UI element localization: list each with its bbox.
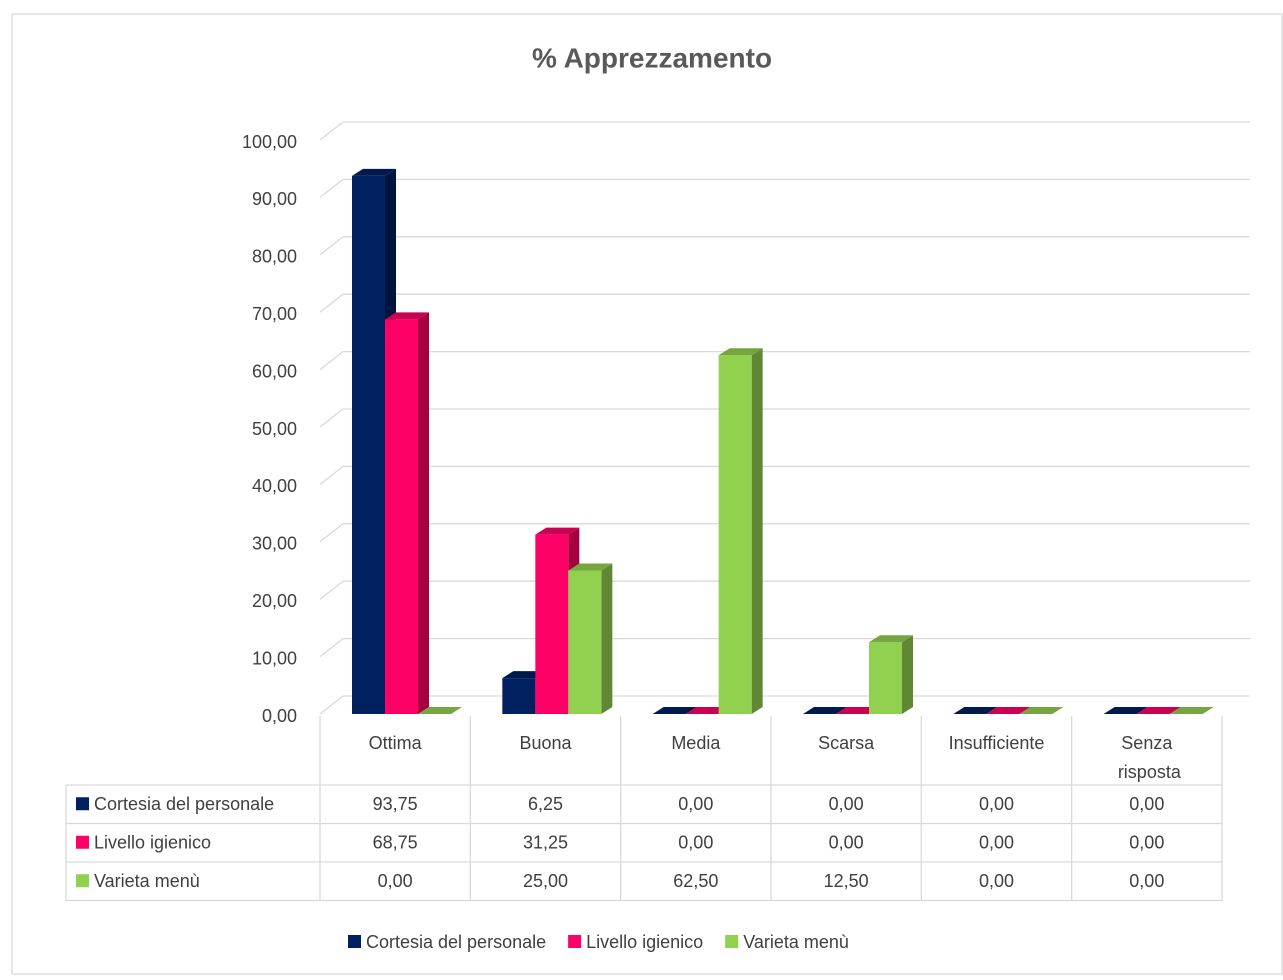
bar-side bbox=[751, 348, 763, 714]
y-tick-label: 40,00 bbox=[252, 476, 297, 496]
bar-top bbox=[652, 707, 697, 714]
legend-label: Cortesia del personale bbox=[366, 932, 546, 952]
grid-line-side bbox=[319, 236, 344, 256]
table-value: 68,75 bbox=[373, 833, 418, 853]
bar bbox=[535, 534, 569, 714]
bar-top bbox=[718, 348, 763, 356]
y-tick-label: 50,00 bbox=[252, 419, 297, 439]
legend-key bbox=[76, 797, 89, 811]
bar-top bbox=[418, 707, 462, 714]
table-value: 0,00 bbox=[979, 833, 1014, 853]
table-value: 0,00 bbox=[979, 794, 1014, 814]
table-value: 0,00 bbox=[678, 794, 713, 814]
grid-line-side bbox=[319, 695, 344, 715]
bar-top bbox=[869, 635, 913, 643]
table-value: 0,00 bbox=[979, 871, 1014, 891]
series-label: Livello igienico bbox=[94, 833, 211, 853]
bar-side bbox=[902, 635, 913, 714]
grid-line-side bbox=[319, 523, 344, 543]
y-tick-label: 30,00 bbox=[252, 534, 297, 554]
legend-label: Livello igienico bbox=[586, 932, 703, 952]
bar bbox=[869, 642, 902, 714]
y-tick-label: 60,00 bbox=[252, 361, 297, 381]
bar-top bbox=[1019, 707, 1064, 714]
bar-top bbox=[803, 707, 847, 714]
bar-side bbox=[418, 312, 429, 714]
bar-top bbox=[352, 168, 396, 176]
bar-top bbox=[385, 312, 429, 320]
grid-line-side bbox=[319, 121, 344, 141]
series-label: Varieta menù bbox=[94, 871, 200, 891]
grid-line-side bbox=[319, 580, 344, 600]
table-value: 93,75 bbox=[373, 794, 418, 814]
legend-key bbox=[568, 935, 582, 948]
y-tick-label: 90,00 bbox=[252, 189, 297, 209]
y-tick-label: 80,00 bbox=[252, 247, 297, 267]
category-label: Buona bbox=[519, 733, 572, 753]
y-tick-label: 100,00 bbox=[242, 132, 297, 152]
chart-title: % Apprezzamento bbox=[532, 42, 772, 73]
bar bbox=[718, 355, 752, 714]
table-value: 0,00 bbox=[678, 833, 713, 853]
bar bbox=[385, 319, 418, 714]
table-value: 0,00 bbox=[1129, 794, 1164, 814]
table-value: 6,25 bbox=[528, 794, 563, 814]
table-value: 31,25 bbox=[523, 833, 568, 853]
series-label: Cortesia del personale bbox=[94, 794, 274, 814]
table-value: 0,00 bbox=[829, 833, 864, 853]
bar bbox=[568, 570, 602, 714]
legend-key bbox=[725, 935, 739, 948]
bar-side bbox=[601, 563, 613, 714]
y-tick-label: 10,00 bbox=[252, 648, 297, 668]
bar-top bbox=[986, 707, 1031, 714]
bar-top bbox=[1136, 707, 1181, 714]
y-tick-label: 0,00 bbox=[262, 706, 297, 726]
bar bbox=[502, 678, 536, 714]
grid-line-side bbox=[319, 293, 344, 313]
grid-line-side bbox=[319, 465, 344, 485]
category-label: Ottima bbox=[369, 733, 423, 753]
legend-label: Varieta menù bbox=[743, 932, 849, 952]
grid-line-side bbox=[319, 178, 344, 198]
legend-key bbox=[76, 874, 89, 888]
category-label: Scarsa bbox=[818, 733, 875, 753]
category-label: Media bbox=[671, 733, 721, 753]
table-value: 0,00 bbox=[1129, 833, 1164, 853]
table-value: 0,00 bbox=[829, 794, 864, 814]
y-tick-label: 20,00 bbox=[252, 591, 297, 611]
legend-key bbox=[76, 835, 89, 849]
category-label: Insufficiente bbox=[949, 733, 1045, 753]
bar-top bbox=[953, 707, 998, 714]
grid-line-side bbox=[319, 351, 344, 371]
grid-line-side bbox=[319, 408, 344, 428]
bar-top bbox=[1169, 707, 1214, 714]
bar bbox=[352, 175, 385, 714]
table-value: 0,00 bbox=[1129, 871, 1164, 891]
bar-top bbox=[1103, 707, 1148, 714]
grid-line-side bbox=[319, 638, 344, 658]
table-value: 25,00 bbox=[523, 871, 568, 891]
bar-top bbox=[568, 563, 613, 571]
table-value: 62,50 bbox=[673, 871, 718, 891]
legend-key bbox=[348, 935, 361, 948]
table-value: 0,00 bbox=[378, 871, 413, 891]
chart-border bbox=[11, 13, 1283, 975]
table-value: 12,50 bbox=[824, 871, 869, 891]
bar-top bbox=[535, 527, 580, 535]
category-label: Senza risposta bbox=[1113, 733, 1182, 782]
y-tick-label: 70,00 bbox=[252, 304, 297, 324]
